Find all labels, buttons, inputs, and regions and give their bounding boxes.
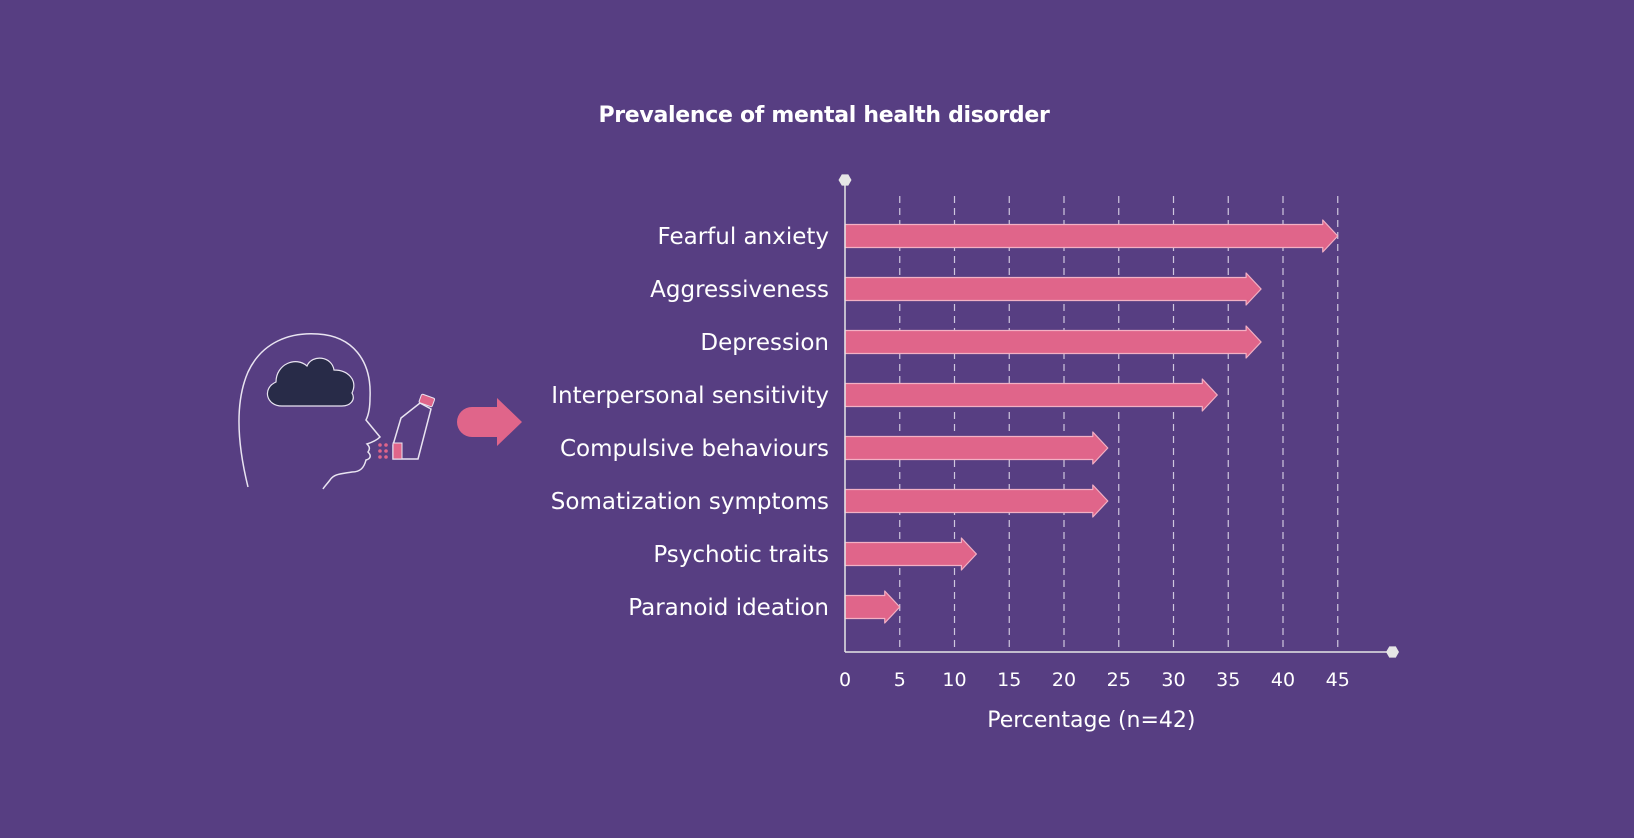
- head-outline-icon: [238, 333, 382, 490]
- y-axis-end-marker: [838, 174, 852, 186]
- category-label: Compulsive behaviours: [560, 436, 829, 462]
- x-axis-end-marker: [1386, 646, 1399, 658]
- bar: [844, 378, 1218, 412]
- x-tick-label: 35: [1216, 669, 1240, 691]
- x-tick-label: 0: [839, 669, 851, 691]
- bar: [844, 325, 1262, 359]
- category-label: Depression: [700, 330, 829, 356]
- category-label: Paranoid ideation: [628, 595, 829, 621]
- x-axis-title: Percentage (n=42): [987, 708, 1195, 733]
- x-tick-label: 15: [997, 669, 1021, 691]
- illustration: [238, 333, 522, 490]
- category-label: Interpersonal sensitivity: [551, 383, 829, 409]
- bar: [844, 537, 977, 571]
- bar: [844, 431, 1109, 465]
- x-tick-label: 20: [1052, 669, 1076, 691]
- chart-title: Prevalence of mental health disorder: [598, 103, 1050, 128]
- x-tick-label: 25: [1107, 669, 1131, 691]
- x-tick-label: 30: [1161, 669, 1185, 691]
- arrow-right-icon: [457, 398, 522, 446]
- category-label: Fearful anxiety: [657, 224, 829, 250]
- x-tick-label: 10: [942, 669, 966, 691]
- category-label: Aggressiveness: [650, 277, 829, 303]
- bar: [844, 219, 1339, 253]
- cloud-icon: [266, 357, 355, 407]
- x-tick-label: 40: [1271, 669, 1295, 691]
- inhaler-icon: [378, 393, 436, 460]
- category-label: Somatization symptoms: [551, 489, 829, 515]
- x-tick-label: 5: [894, 669, 906, 691]
- bar: [844, 484, 1109, 518]
- bar: [844, 272, 1262, 306]
- category-label: Psychotic traits: [653, 542, 829, 568]
- x-tick-label: 45: [1326, 669, 1350, 691]
- bar: [844, 590, 901, 624]
